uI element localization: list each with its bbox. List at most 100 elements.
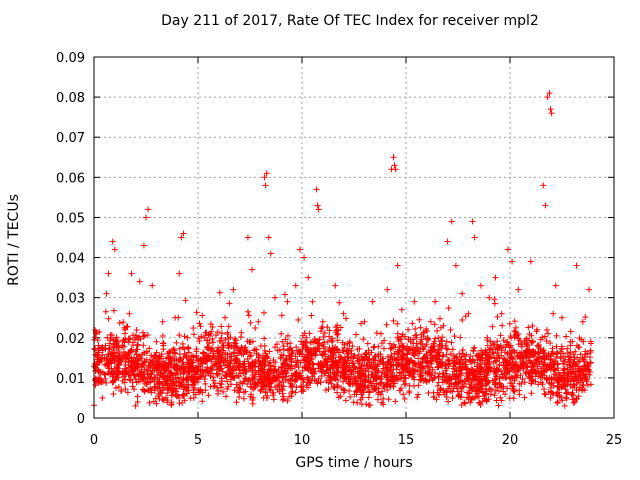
data-point [517, 372, 524, 379]
data-point [543, 375, 550, 382]
data-point [292, 389, 299, 396]
data-point [420, 333, 427, 340]
data-point [220, 388, 227, 395]
data-point [163, 376, 170, 383]
data-point [390, 341, 397, 348]
data-point [103, 380, 110, 387]
data-point [258, 386, 265, 393]
data-point [363, 351, 370, 358]
data-point [349, 359, 356, 366]
data-point [322, 370, 329, 377]
data-point [265, 234, 272, 241]
data-point [415, 391, 422, 398]
data-point [544, 94, 551, 101]
data-point [437, 342, 444, 349]
data-point [548, 110, 555, 117]
data-point [534, 349, 541, 356]
data-point [244, 234, 251, 241]
data-point [515, 286, 522, 293]
data-point [287, 383, 294, 390]
data-point [439, 376, 446, 383]
data-point [183, 390, 190, 397]
data-point [121, 324, 128, 331]
data-point [277, 355, 284, 362]
data-point [422, 343, 429, 350]
data-point [173, 339, 180, 346]
data-point [197, 323, 204, 330]
y-axis-label: ROTI / TECUs [6, 194, 22, 286]
data-point [318, 325, 325, 332]
data-point [491, 341, 498, 348]
data-point [466, 369, 473, 376]
data-point [435, 353, 442, 360]
data-point [397, 375, 404, 382]
data-point [280, 395, 287, 402]
data-point [238, 329, 245, 336]
data-point [105, 270, 112, 277]
data-point [417, 324, 424, 331]
data-point [364, 340, 371, 347]
data-point [262, 388, 269, 395]
data-point [448, 218, 455, 225]
data-point [434, 327, 441, 334]
point-layer [91, 90, 594, 409]
data-point [550, 310, 557, 317]
data-point [459, 383, 466, 390]
data-point [109, 238, 116, 245]
data-point [319, 318, 326, 325]
data-point [428, 372, 435, 379]
data-point [377, 391, 384, 398]
data-point [106, 365, 113, 372]
data-point [380, 345, 387, 352]
data-point [579, 376, 586, 383]
data-point [197, 367, 204, 374]
data-point [240, 364, 247, 371]
data-point [367, 402, 374, 409]
data-point [500, 355, 507, 362]
data-point [547, 106, 554, 113]
data-point [452, 382, 459, 389]
data-point [571, 382, 578, 389]
data-point [349, 343, 356, 350]
data-point [364, 362, 371, 369]
data-point [429, 355, 436, 362]
data-point [432, 348, 439, 355]
data-point [467, 399, 474, 406]
data-point [190, 331, 197, 338]
plot-frame [93, 56, 615, 419]
data-point [476, 377, 483, 384]
data-point [431, 321, 438, 328]
data-point [437, 324, 444, 331]
data-point [560, 369, 567, 376]
data-point [250, 394, 257, 401]
data-point [104, 351, 111, 358]
data-point [225, 339, 232, 346]
data-point [355, 375, 362, 382]
x-tick-label: 10 [294, 433, 311, 448]
data-point [587, 349, 594, 356]
data-point [510, 383, 517, 390]
data-point [506, 320, 513, 327]
data-point [498, 397, 505, 404]
data-point [543, 337, 550, 344]
data-point [124, 354, 131, 361]
data-point [170, 374, 177, 381]
data-point [116, 320, 123, 327]
data-point [306, 330, 313, 337]
data-point [442, 361, 449, 368]
data-point [255, 357, 262, 364]
data-point [183, 352, 190, 359]
data-point [246, 365, 253, 372]
data-point [397, 347, 404, 354]
data-point [328, 380, 335, 387]
data-point [396, 369, 403, 376]
data-point [214, 351, 221, 358]
data-point [171, 382, 178, 389]
data-point [252, 324, 259, 331]
y-tick-label: 0.08 [56, 91, 85, 106]
data-point [210, 374, 217, 381]
data-point [498, 384, 505, 391]
data-point [174, 391, 181, 398]
data-point [483, 388, 490, 395]
data-point [498, 368, 505, 375]
